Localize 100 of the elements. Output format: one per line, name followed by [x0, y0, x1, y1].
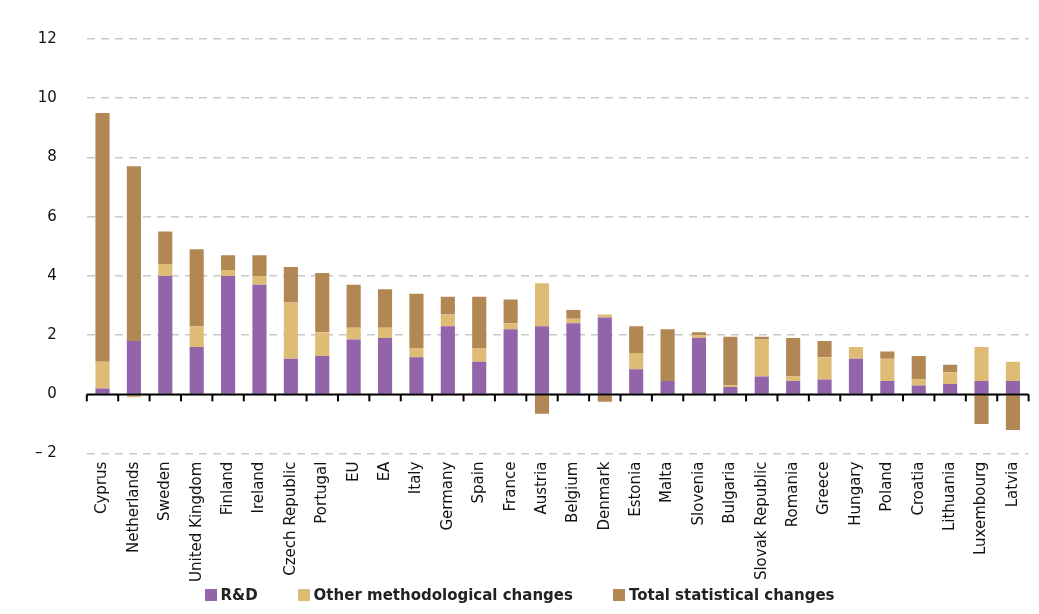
bar — [95, 388, 110, 394]
bar — [817, 341, 832, 358]
bar — [880, 381, 895, 394]
bar — [346, 284, 361, 328]
x-tick-label: Slovenia — [688, 461, 707, 526]
bar — [409, 357, 424, 394]
bar — [943, 372, 958, 385]
bar — [95, 361, 110, 389]
bar — [315, 332, 330, 356]
y-tick-label: 8 — [47, 147, 57, 166]
bar — [503, 299, 518, 324]
x-tick-label: Belgium — [563, 461, 582, 524]
x-tick-label: Ireland — [249, 461, 268, 514]
bar — [597, 395, 612, 402]
x-tick-label: Austria — [531, 461, 550, 515]
bar — [534, 395, 550, 414]
bar — [534, 326, 550, 394]
x-tick-label: Sweden — [155, 461, 174, 521]
legend-label: Total statistical changes — [628, 586, 835, 604]
bar — [252, 255, 267, 276]
bar — [472, 348, 487, 362]
x-tick-label: Bulgaria — [720, 461, 739, 524]
bar — [252, 275, 267, 285]
bar — [629, 369, 644, 394]
x-tick-label: Poland — [877, 461, 896, 512]
x-tick-label: Germany — [437, 461, 456, 531]
bar — [377, 338, 393, 394]
x-tick-label: EA — [374, 460, 393, 482]
bar — [566, 309, 581, 319]
bar — [974, 381, 989, 394]
x-tick-label: Lithuania — [940, 461, 959, 532]
y-tick-label: 2 — [47, 325, 57, 344]
bar — [1005, 381, 1020, 394]
bar — [848, 358, 864, 394]
bar — [440, 296, 455, 315]
bar — [158, 275, 173, 394]
bar — [597, 317, 612, 394]
bar — [283, 358, 298, 394]
bar — [377, 289, 393, 328]
bar — [754, 336, 769, 340]
y-tick-label: 10 — [37, 88, 57, 107]
bar — [660, 329, 675, 382]
bar — [943, 384, 958, 394]
bar — [629, 326, 644, 353]
bar — [315, 272, 330, 333]
bar — [848, 346, 864, 359]
bar — [189, 326, 204, 347]
bar — [252, 284, 267, 394]
bar — [660, 381, 675, 394]
x-tick-label: Portugal — [312, 461, 331, 524]
bar — [880, 351, 895, 359]
bar — [817, 379, 832, 394]
x-tick-label: Slovak Republic — [751, 461, 770, 581]
bar — [221, 275, 236, 394]
x-tick-label: Romania — [783, 461, 802, 528]
bar — [346, 327, 361, 340]
legend-label: R&D — [220, 586, 258, 604]
bar — [221, 255, 236, 270]
x-tick-label: Finland — [217, 461, 236, 516]
x-tick-label: Italy — [406, 461, 425, 495]
bar — [974, 395, 989, 424]
x-tick-label: Greece — [814, 461, 833, 516]
x-tick-label: Denmark — [594, 461, 613, 531]
bar — [817, 357, 832, 380]
bar — [283, 267, 298, 303]
x-tick-label: Spain — [469, 461, 488, 504]
bar — [440, 314, 455, 327]
bar — [95, 113, 110, 362]
x-tick-label: Hungary — [845, 461, 864, 526]
bar — [566, 323, 581, 394]
x-tick-label: France — [500, 461, 519, 512]
bar — [880, 358, 895, 382]
bar — [503, 329, 518, 394]
y-tick-label: 4 — [47, 265, 57, 284]
bar — [503, 323, 518, 330]
y-tick-label: 6 — [47, 206, 57, 225]
bar — [786, 381, 801, 394]
y-tick-label: – 2 — [35, 443, 57, 462]
bar — [377, 327, 393, 339]
bar — [158, 231, 173, 265]
bar — [472, 296, 487, 349]
bar — [189, 346, 204, 394]
bar — [911, 385, 926, 394]
bar — [629, 352, 644, 370]
bar — [409, 293, 424, 349]
bar — [472, 361, 487, 394]
bar — [346, 339, 361, 394]
bar — [534, 283, 550, 327]
bar — [943, 364, 958, 373]
x-tick-label: United Kingdom — [186, 461, 205, 583]
y-tick-label: 12 — [37, 28, 57, 47]
bar — [1005, 361, 1020, 382]
bar — [158, 264, 173, 276]
bar — [974, 346, 989, 382]
bar — [786, 338, 801, 377]
bar — [911, 355, 926, 380]
bar — [440, 326, 455, 394]
bar — [189, 249, 204, 327]
bar — [126, 341, 141, 394]
bar — [723, 336, 738, 386]
